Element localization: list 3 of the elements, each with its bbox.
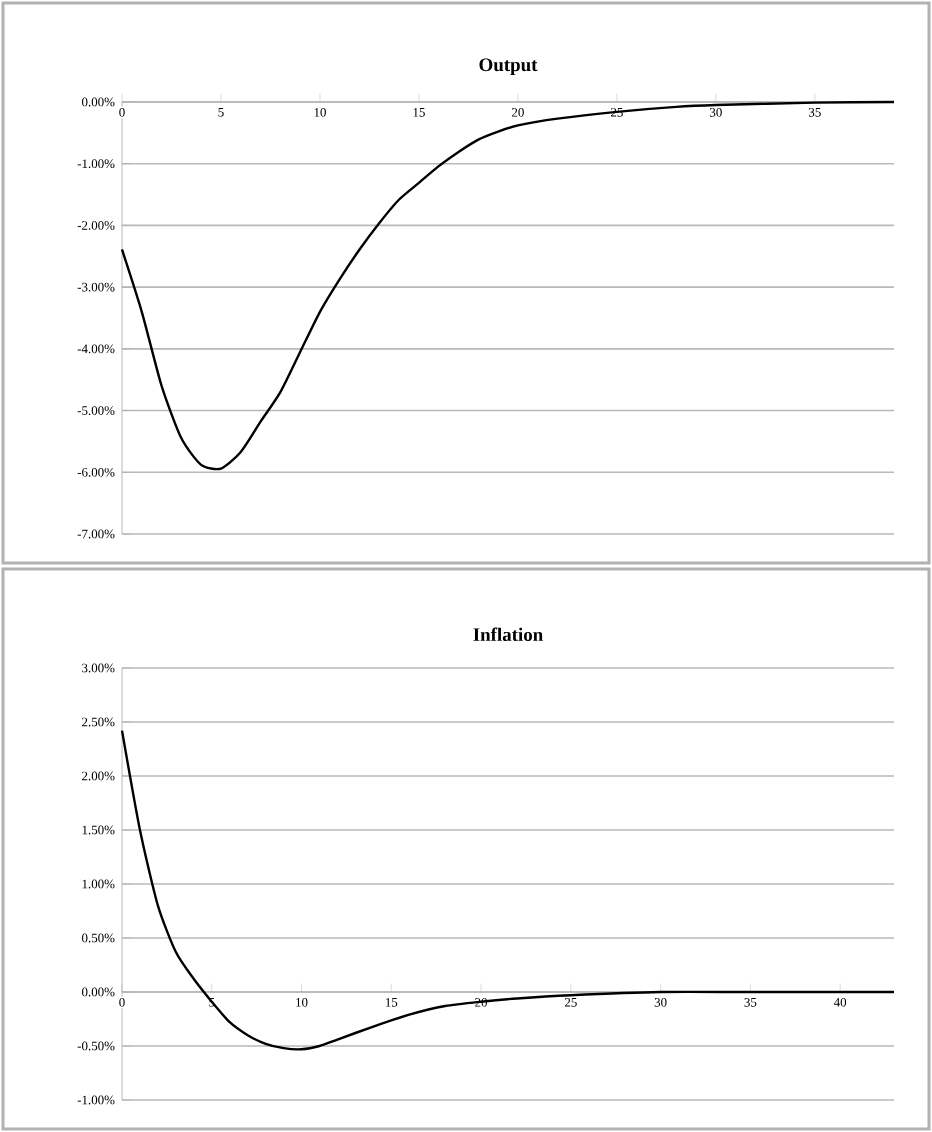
chart-title: Output <box>479 58 538 75</box>
chart-title: Inflation <box>473 627 543 641</box>
line-series <box>120 729 896 1051</box>
